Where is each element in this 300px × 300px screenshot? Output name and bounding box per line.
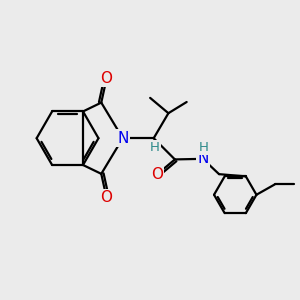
Text: H: H — [199, 141, 208, 154]
Text: O: O — [100, 190, 112, 206]
Text: N: N — [197, 151, 208, 166]
Text: H: H — [150, 141, 160, 154]
Text: N: N — [117, 131, 128, 146]
Text: O: O — [151, 167, 163, 182]
Text: O: O — [100, 71, 112, 86]
